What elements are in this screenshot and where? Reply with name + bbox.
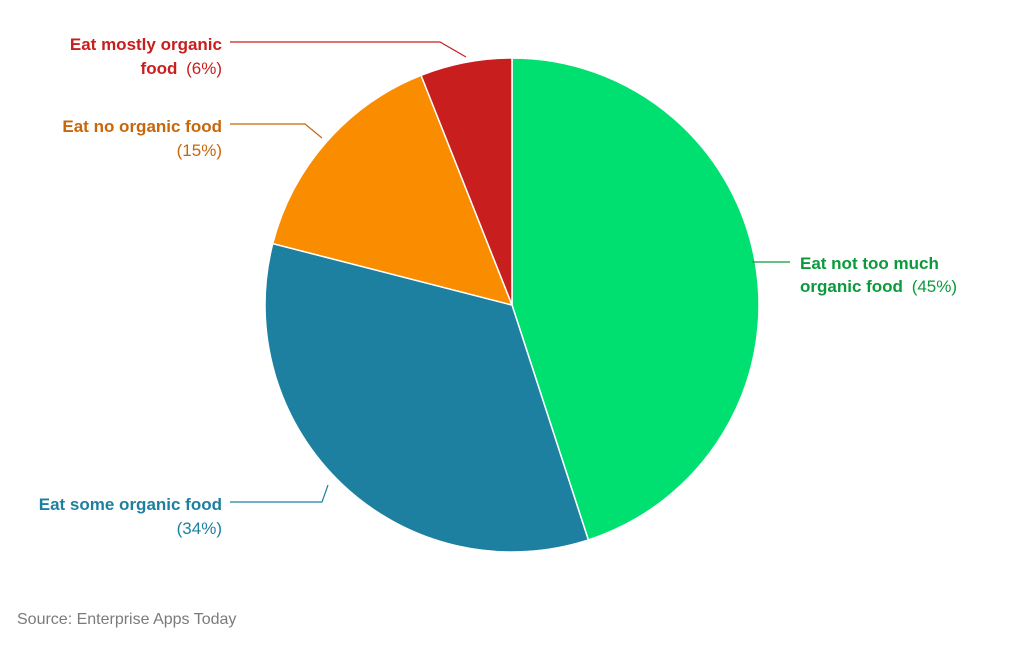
slice-pct: (6%)	[186, 59, 222, 78]
leader-line	[230, 123, 323, 139]
slice-label-line1: Eat some organic food	[39, 495, 222, 514]
pie-slices	[264, 57, 760, 553]
slice-label-line1: Eat no organic food	[62, 117, 222, 136]
slice-none	[271, 74, 514, 307]
slice-label-line1: Eat not too much	[800, 254, 939, 273]
slice-some	[264, 242, 590, 553]
slice-label-some: Eat some organic food	[39, 495, 222, 514]
slice-label-none: Eat no organic food	[62, 117, 222, 136]
leader-lines	[230, 41, 790, 503]
slice-mostly	[420, 57, 513, 306]
slice-label-some-pct: (34%)	[177, 519, 222, 538]
slice-label-line2: food	[141, 59, 178, 78]
slice-label-not-too-much-2: organic food (45%)	[800, 277, 957, 296]
leader-line	[230, 41, 467, 58]
slice-pct: (15%)	[177, 141, 222, 160]
slice-label-mostly: Eat mostly organic	[70, 35, 222, 54]
leader-line	[230, 484, 329, 503]
source-note: Source: Enterprise Apps Today	[17, 611, 237, 628]
slice-not-too-much	[511, 57, 760, 541]
slice-label-line1: Eat mostly organic	[70, 35, 222, 54]
slice-label-none-pct: (15%)	[177, 141, 222, 160]
slice-label-mostly-2: food (6%)	[141, 59, 222, 78]
slice-pct: (45%)	[912, 277, 957, 296]
slice-label-not-too-much: Eat not too much	[800, 254, 939, 273]
slice-label-line2: organic food	[800, 277, 903, 296]
slice-pct: (34%)	[177, 519, 222, 538]
